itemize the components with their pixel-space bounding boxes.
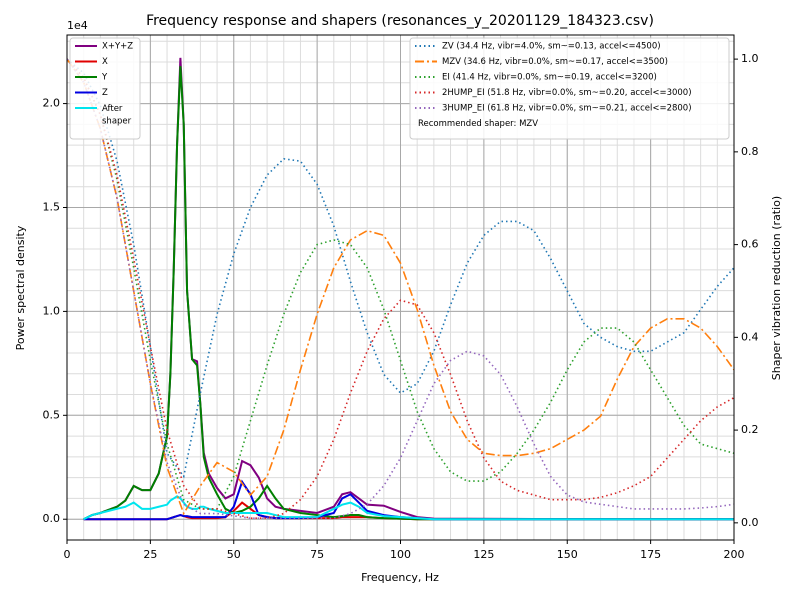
y2-tick-label: 0.6: [741, 238, 759, 251]
plot-frame: [66, 34, 735, 541]
series-line: [67, 58, 734, 510]
legend-label: After shaper: [102, 104, 132, 127]
x-tick-label: 125: [473, 548, 494, 561]
legend-label: MZV (34.6 Hz, vibr=0.0%, sm~=0.17, accel…: [442, 57, 668, 67]
legend-label: Y: [101, 73, 108, 83]
x-axis-label: Frequency, Hz: [361, 571, 439, 584]
x-tick-label: 50: [227, 548, 241, 561]
series-line: [67, 58, 734, 516]
x-tick-label: 0: [64, 548, 71, 561]
y2-tick-label: 1.0: [741, 52, 759, 65]
y-offset-label: 1e4: [67, 19, 88, 32]
legend-label: EI (41.4 Hz, vibr=0.0%, sm~=0.19, accel<…: [442, 73, 657, 83]
x-tick-label: 175: [640, 548, 661, 561]
x-tick-label: 75: [310, 548, 324, 561]
legend-box: [409, 37, 730, 140]
y2-tick-label: 0.8: [741, 145, 759, 158]
y-tick-label: 2.0: [43, 97, 61, 110]
chart-title: Frequency response and shapers (resonanc…: [146, 13, 654, 29]
legend-label: Z: [102, 88, 108, 98]
y2-tick-label: 0.0: [741, 516, 759, 529]
series-line: [83, 66, 734, 521]
legend-label: 2HUMP_EI (51.8 Hz, vibr=0.0%, sm~=0.20, …: [442, 88, 692, 98]
series-line: [67, 58, 734, 520]
y-tick-label: 1.5: [43, 200, 61, 213]
y2-axis-label: Shaper vibration reduction (ratio): [770, 196, 783, 380]
y-tick-label: 0.0: [43, 512, 61, 525]
y2-tick-label: 0.4: [741, 330, 759, 343]
legend-label: X+Y+Z: [102, 42, 133, 52]
x-tick-label: 25: [143, 548, 157, 561]
x-tick-label: 150: [557, 548, 578, 561]
y-tick-label: 0.5: [43, 408, 61, 421]
y2-tick-label: 0.2: [741, 423, 759, 436]
x-tick-label: 200: [724, 548, 745, 561]
legend-label: X: [102, 57, 108, 67]
y-tick-label: 1.0: [43, 304, 61, 317]
legend-label: ZV (34.4 Hz, vibr=4.0%, sm~=0.13, accel<…: [442, 42, 661, 52]
legend-annotation: Recommended shaper: MZV: [418, 119, 538, 129]
legend-label: 3HUMP_EI (61.8 Hz, vibr=0.0%, sm~=0.21, …: [442, 104, 692, 114]
y-axis-label: Power spectral density: [14, 225, 27, 350]
x-tick-label: 100: [390, 548, 411, 561]
series-line: [83, 495, 734, 521]
legend-box: [69, 37, 141, 140]
